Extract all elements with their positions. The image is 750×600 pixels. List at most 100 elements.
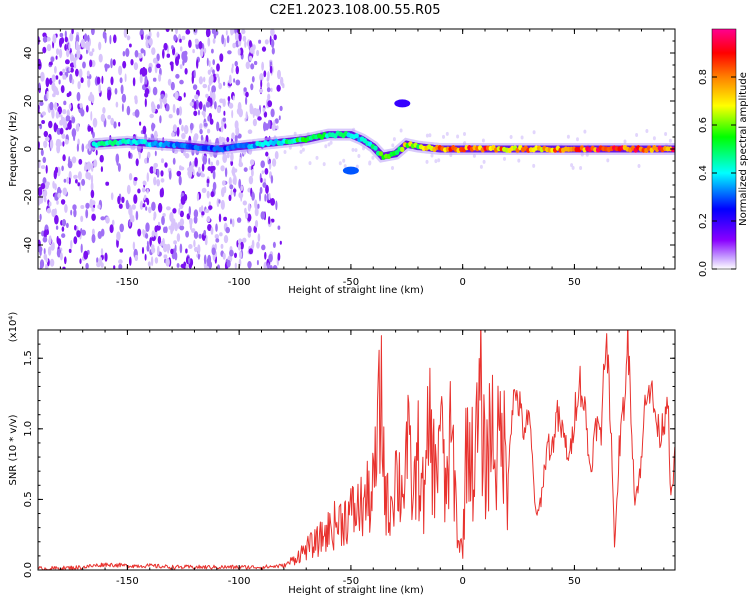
noise-speckle — [129, 43, 132, 48]
noise-speckle — [209, 118, 214, 125]
colorbar-label: Normalized spectral amplitude — [738, 72, 749, 226]
noise-speckle — [100, 113, 106, 123]
spectrogram-noise — [38, 29, 675, 269]
noise-speckle — [68, 66, 71, 72]
noise-speckle — [174, 91, 179, 100]
noise-speckle — [203, 122, 208, 127]
noise-speckle — [121, 93, 127, 103]
noise-speckle — [128, 206, 133, 216]
noise-speckle — [89, 91, 93, 100]
noise-speckle — [144, 253, 147, 261]
noise-speckle — [463, 132, 466, 136]
noise-speckle — [100, 248, 104, 256]
noise-speckle — [220, 243, 224, 249]
noise-speckle — [165, 29, 170, 33]
noise-speckle — [212, 91, 216, 102]
noise-speckle — [235, 79, 241, 86]
noise-speckle — [185, 264, 189, 269]
x-tick-label: 0 — [459, 576, 465, 587]
noise-speckle — [247, 129, 253, 134]
noise-speckle — [153, 130, 158, 140]
noise-speckle — [272, 158, 277, 167]
snr-background — [38, 330, 675, 570]
noise-speckle — [130, 59, 134, 66]
noise-speckle — [270, 39, 275, 48]
noise-speckle — [223, 186, 227, 194]
noise-speckle — [219, 232, 223, 237]
noise-speckle — [166, 206, 171, 211]
noise-speckle — [238, 32, 242, 42]
noise-speckle — [48, 120, 53, 129]
noise-speckle — [74, 224, 77, 231]
colorbar-gradient — [711, 28, 737, 270]
noise-speckle — [157, 202, 163, 213]
noise-speckle — [224, 167, 228, 178]
noise-speckle — [208, 76, 212, 86]
noise-speckle — [194, 246, 198, 253]
noise-speckle — [212, 38, 216, 44]
colorbar: 0.0 0.2 0.4 0.6 0.8 Normalized spectral ampl… — [698, 28, 749, 277]
noise-speckle — [76, 91, 81, 102]
noise-speckle — [232, 42, 237, 49]
noise-speckle — [207, 166, 212, 172]
noise-speckle — [141, 187, 146, 193]
noise-speckle — [75, 34, 80, 43]
noise-speckle — [208, 157, 211, 165]
spectrogram-x-ticks: -150 -100 -50 0 50 — [59, 29, 665, 288]
noise-speckle — [241, 29, 246, 35]
snr-x-axis-label: Height of straight line (km) — [288, 585, 424, 596]
noise-speckle — [215, 73, 219, 78]
noise-speckle — [343, 164, 347, 169]
noise-speckle — [151, 103, 156, 114]
noise-speckle — [264, 39, 269, 45]
noise-speckle — [140, 34, 144, 40]
noise-speckle — [63, 100, 67, 106]
noise-speckle — [259, 73, 264, 82]
noise-speckle — [271, 47, 275, 55]
noise-speckle — [183, 50, 188, 56]
noise-speckle — [342, 158, 346, 163]
noise-speckle — [276, 84, 281, 92]
noise-speckle — [645, 129, 649, 133]
noise-speckle — [111, 219, 115, 226]
noise-speckle — [234, 262, 237, 269]
noise-speckle — [87, 78, 91, 88]
noise-speckle — [142, 125, 147, 135]
noise-speckle — [204, 47, 207, 54]
noise-speckle — [85, 171, 90, 180]
noise-speckle — [105, 181, 110, 186]
noise-speckle — [173, 240, 178, 245]
noise-speckle — [185, 29, 191, 35]
noise-speckle — [225, 30, 228, 36]
noise-speckle — [151, 123, 156, 129]
noise-speckle — [57, 192, 61, 199]
noise-speckle — [128, 151, 131, 159]
noise-speckle — [96, 76, 101, 85]
noise-speckle — [64, 30, 67, 38]
noise-speckle — [250, 63, 255, 70]
colorbar-tick-label: 0.0 — [698, 261, 709, 277]
noise-speckle — [188, 244, 193, 249]
noise-speckle — [152, 57, 158, 64]
noise-speckle — [133, 62, 139, 71]
noise-speckle — [62, 109, 67, 115]
noise-speckle — [189, 165, 194, 173]
noise-speckle — [156, 168, 160, 178]
noise-speckle — [56, 200, 59, 205]
noise-speckle — [235, 126, 240, 136]
noise-speckle — [266, 77, 270, 82]
noise-speckle — [107, 115, 112, 120]
noise-speckle — [198, 206, 202, 213]
noise-speckle — [184, 68, 188, 75]
noise-speckle — [218, 213, 222, 223]
noise-speckle — [391, 166, 394, 170]
noise-speckle — [54, 66, 57, 74]
noise-speckle — [200, 123, 203, 129]
noise-speckle — [93, 159, 98, 168]
noise-speckle — [71, 116, 76, 124]
noise-speckle — [329, 140, 333, 145]
noise-speckle — [301, 147, 305, 152]
noise-speckle — [206, 216, 211, 223]
noise-speckle — [623, 139, 627, 144]
noise-speckle — [83, 250, 89, 260]
